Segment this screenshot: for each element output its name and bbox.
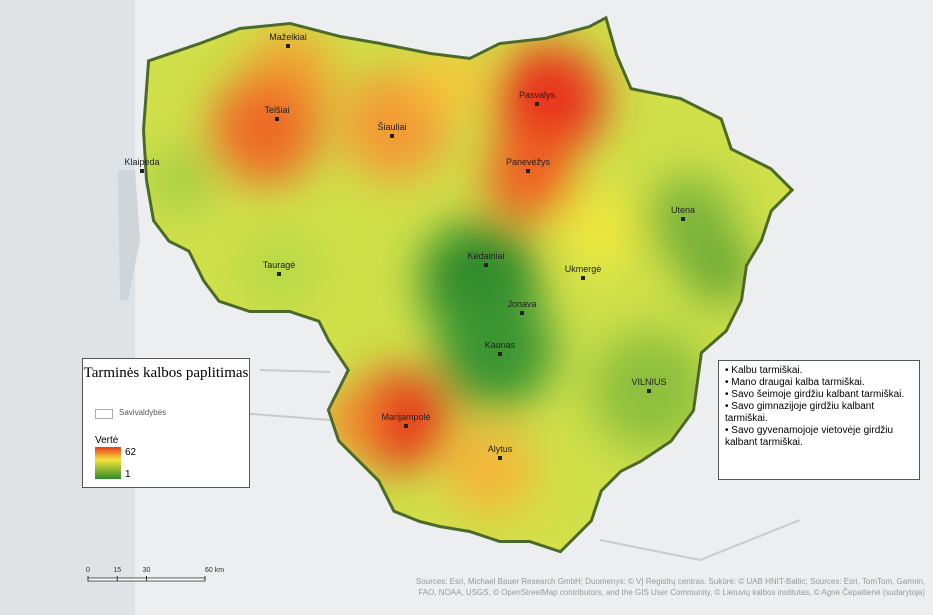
city-label: Jonava (507, 299, 536, 309)
layer-swatch (95, 409, 113, 419)
note-item: Savo gimnazijoje girdžiu kalbant tarmišk… (725, 401, 913, 425)
city-label: Tauragė (263, 260, 296, 270)
city-marker (140, 169, 144, 173)
note-item: Savo gyvenamojoje vietovėje girdžiu kalb… (725, 425, 913, 449)
city-label: VILNIUS (631, 377, 666, 387)
city-marker (581, 276, 585, 280)
scale-label: 0 (86, 567, 90, 574)
note-item: Kalbu tarmiškai. (725, 365, 913, 377)
city-label: Mažeikiai (269, 32, 307, 42)
legend-title: Tarminės kalbos paplitimas (83, 365, 249, 381)
city-label: Kaunas (485, 340, 516, 350)
city-marker (484, 263, 488, 267)
city-label: Alytus (488, 444, 513, 454)
city-label: Šiauliai (377, 122, 406, 132)
city-marker (390, 134, 394, 138)
city-marker (535, 102, 539, 106)
color-ramp (95, 447, 121, 479)
notes-box: Kalbu tarmiškai.Mano draugai kalba tarmi… (718, 360, 920, 480)
sea (0, 0, 135, 615)
city-label: Ukmergė (565, 264, 602, 274)
city-marker (520, 311, 524, 315)
heatmap (145, 20, 790, 550)
scale-label: 15 (113, 567, 121, 574)
scale-label: 60 km (205, 567, 224, 574)
layer-label: Savivaldybės (119, 408, 167, 417)
note-item: Mano draugai kalba tarmiškai. (725, 377, 913, 389)
city-marker (498, 352, 502, 356)
city-marker (404, 424, 408, 428)
note-item: Savo šeimoje girdžiu kalbant tarmiškai. (725, 389, 913, 401)
city-label: Klaipėda (124, 157, 159, 167)
scale-min: 1 (125, 469, 131, 480)
city-marker (526, 169, 530, 173)
city-marker (681, 217, 685, 221)
lagoon (118, 170, 140, 300)
city-marker (277, 272, 281, 276)
scale-label: 30 (143, 567, 151, 574)
city-marker (275, 117, 279, 121)
scale-label: Vertė (95, 435, 119, 446)
city-marker (286, 44, 290, 48)
city-label: Panevėžys (506, 157, 551, 167)
city-label: Kėdainiai (467, 251, 504, 261)
city-label: Telšiai (264, 105, 289, 115)
city-marker (647, 389, 651, 393)
scale-max: 62 (125, 447, 137, 458)
city-label: Pasvalys (519, 90, 556, 100)
city-label: Utena (671, 205, 695, 215)
city-marker (498, 456, 502, 460)
attribution: Sources: Esri, Michael Bauer Research Gm… (415, 577, 925, 597)
city-label: Marijampolė (381, 412, 430, 422)
legend: Tarminės kalbos paplitimas Savivaldybės … (82, 358, 250, 488)
